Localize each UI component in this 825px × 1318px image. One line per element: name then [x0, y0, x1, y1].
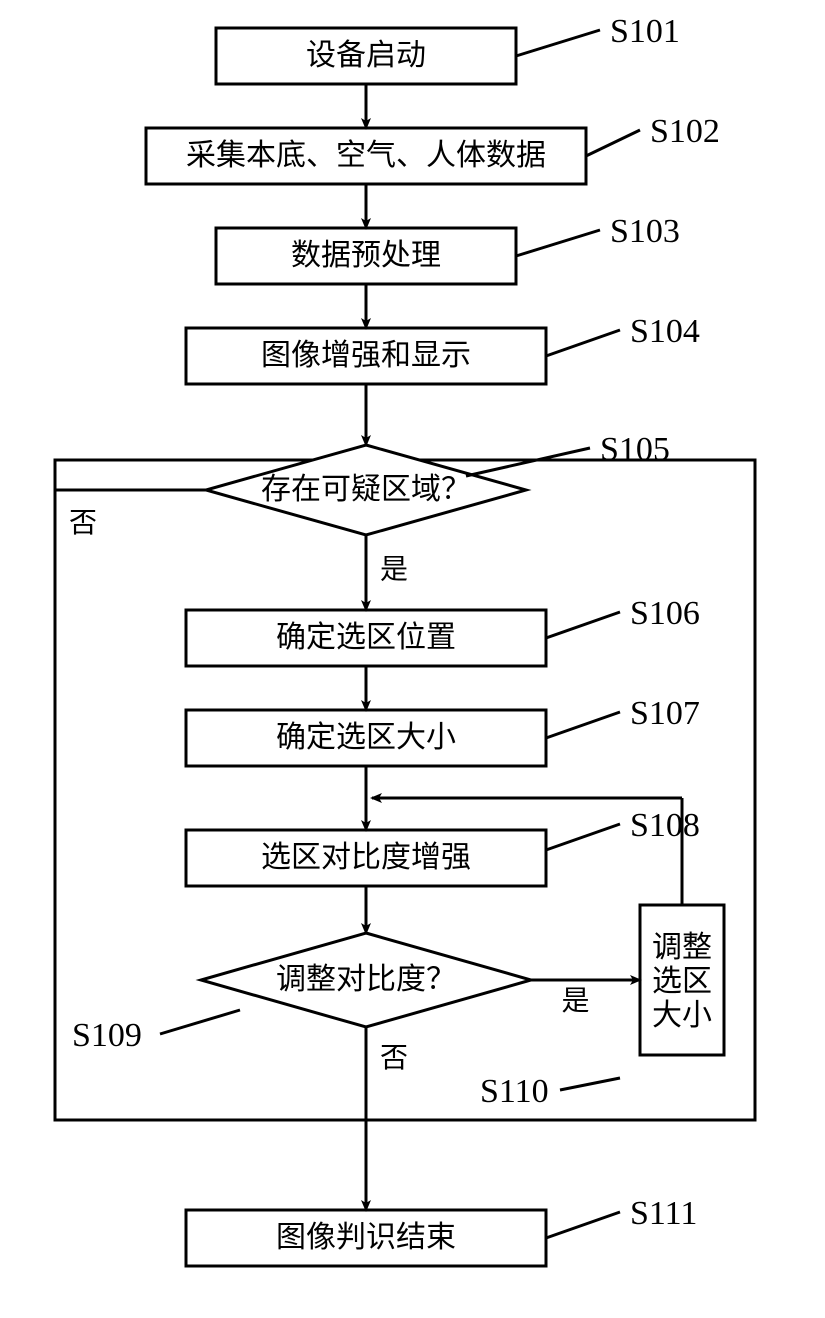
step-label-s102: S102 — [650, 113, 720, 150]
node-s101-label: 设备启动 — [306, 39, 426, 72]
node-s103-label: 数据预处理 — [291, 239, 441, 272]
callout-s108 — [546, 824, 620, 850]
callout-s106 — [546, 612, 620, 638]
edge-s105-s106-label: 是 — [380, 555, 408, 586]
step-label-s107: S107 — [630, 695, 700, 732]
edge-s105-no-label: 否 — [69, 508, 97, 539]
step-label-s111: S111 — [630, 1195, 697, 1232]
node-s109-label: 调整对比度？ — [276, 963, 456, 996]
callout-s105 — [466, 448, 590, 476]
step-label-s106: S106 — [630, 595, 700, 632]
flowchart-svg: 设备启动采集本底、空气、人体数据数据预处理图像增强和显示存在可疑区域？ 确定选区位… — [0, 0, 825, 1318]
node-s110-label-0: 调整 — [652, 931, 712, 964]
node-s110-label-2: 大小 — [652, 999, 712, 1032]
callout-s111 — [546, 1212, 620, 1238]
step-label-s103: S103 — [610, 213, 680, 250]
callout-s104 — [546, 330, 620, 356]
edge-s109-s110-label: 是 — [561, 986, 589, 1017]
node-s108-label: 选区对比度增强 — [261, 841, 471, 874]
callout-s102 — [586, 130, 640, 156]
step-label-s110: S110 — [480, 1073, 549, 1110]
node-s111-label: 图像判识结束 — [276, 1221, 456, 1254]
edge-s109-no-label: 否 — [380, 1043, 408, 1074]
step-label-s109: S109 — [72, 1017, 142, 1054]
node-s106-label: 确定选区位置 — [276, 621, 456, 654]
node-s110-label-1: 选区 — [652, 965, 712, 998]
node-s105-label: 存在可疑区域？ — [261, 473, 471, 506]
step-label-s108: S108 — [630, 807, 700, 844]
step-label-s101: S101 — [610, 13, 680, 50]
callout-s103 — [516, 230, 600, 256]
callout-s107 — [546, 712, 620, 738]
callout-s101 — [516, 30, 600, 56]
node-s102-label: 采集本底、空气、人体数据 — [186, 139, 546, 172]
step-label-s104: S104 — [630, 313, 700, 350]
callout-s109 — [160, 1010, 240, 1034]
callout-s110 — [560, 1078, 620, 1090]
step-label-s105: S105 — [600, 431, 670, 468]
node-s104-label: 图像增强和显示 — [261, 339, 471, 372]
node-s107-label: 确定选区大小 — [276, 721, 456, 754]
